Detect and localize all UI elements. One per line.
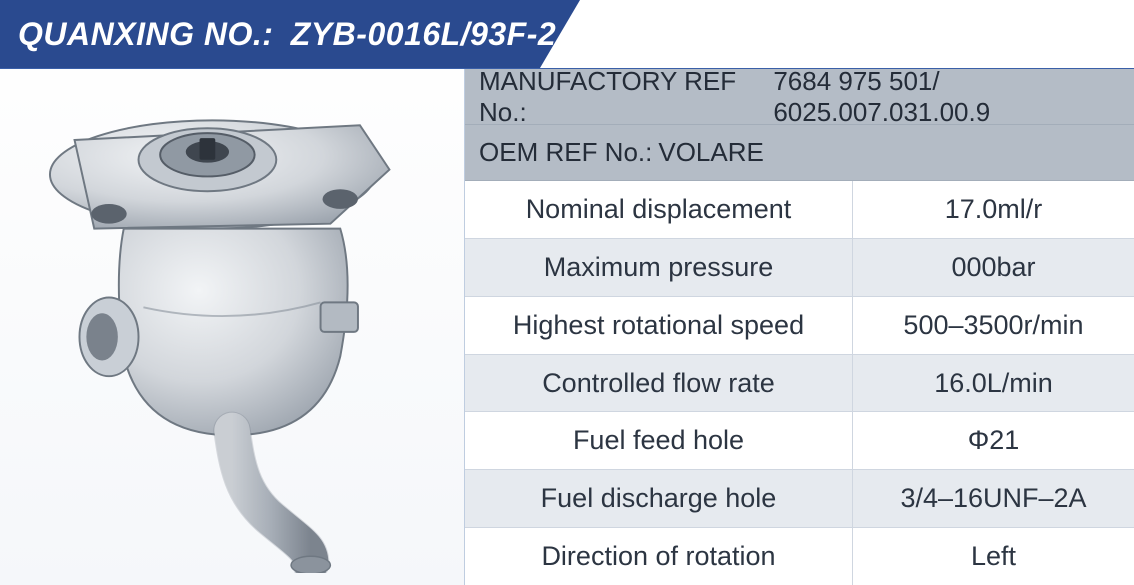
table-row: Fuel feed hole Φ21 xyxy=(465,412,1134,470)
hydraulic-pump-illustration xyxy=(12,81,452,573)
oem-ref-label: OEM REF No.: xyxy=(479,137,652,168)
spec-value: 17.0ml/r xyxy=(853,181,1134,238)
spec-label: Nominal displacement xyxy=(465,181,853,238)
spec-label: Fuel discharge hole xyxy=(465,470,853,527)
table-row: Nominal displacement 17.0ml/r xyxy=(465,181,1134,239)
table-row: Maximum pressure 000bar xyxy=(465,239,1134,297)
oem-ref-value: VOLARE xyxy=(658,137,764,168)
table-row: Direction of rotation Left xyxy=(465,528,1134,585)
spec-value: 000bar xyxy=(853,239,1134,296)
part-number-title: QUANXING NO.: ZYB-0016L/93F-2 xyxy=(18,16,556,53)
manufactory-ref-value: 7684 975 501/ 6025.007.031.00.9 xyxy=(773,66,1134,128)
spec-label: Direction of rotation xyxy=(465,528,853,585)
spec-value: Φ21 xyxy=(853,412,1134,469)
body: MANUFACTORY REF No.: 7684 975 501/ 6025.… xyxy=(0,68,1134,585)
spec-label: Controlled flow rate xyxy=(465,355,853,412)
spec-label: Fuel feed hole xyxy=(465,412,853,469)
header-ribbon: QUANXING NO.: ZYB-0016L/93F-2 xyxy=(0,0,580,68)
manufactory-ref-row: MANUFACTORY REF No.: 7684 975 501/ 6025.… xyxy=(465,69,1134,125)
title-part-number: ZYB-0016L/93F-2 xyxy=(291,16,556,52)
spec-value: 3/4–16UNF–2A xyxy=(853,470,1134,527)
spec-label: Maximum pressure xyxy=(465,239,853,296)
product-image-panel xyxy=(0,69,465,585)
table-row: Highest rotational speed 500–3500r/min xyxy=(465,297,1134,355)
spec-column: MANUFACTORY REF No.: 7684 975 501/ 6025.… xyxy=(465,69,1134,585)
title-label: QUANXING NO.: xyxy=(18,16,273,52)
product-spec-card: QUANXING NO.: ZYB-0016L/93F-2 xyxy=(0,0,1134,585)
oem-ref-row: OEM REF No.: VOLARE xyxy=(465,125,1134,181)
table-row: Fuel discharge hole 3/4–16UNF–2A xyxy=(465,470,1134,528)
manufactory-ref-label: MANUFACTORY REF No.: xyxy=(479,66,767,128)
spec-table: Nominal displacement 17.0ml/r Maximum pr… xyxy=(465,181,1134,585)
spec-label: Highest rotational speed xyxy=(465,297,853,354)
header-bar: QUANXING NO.: ZYB-0016L/93F-2 xyxy=(0,0,1134,68)
spec-value: Left xyxy=(853,528,1134,585)
table-row: Controlled flow rate 16.0L/min xyxy=(465,355,1134,413)
spec-value: 16.0L/min xyxy=(853,355,1134,412)
spec-value: 500–3500r/min xyxy=(853,297,1134,354)
